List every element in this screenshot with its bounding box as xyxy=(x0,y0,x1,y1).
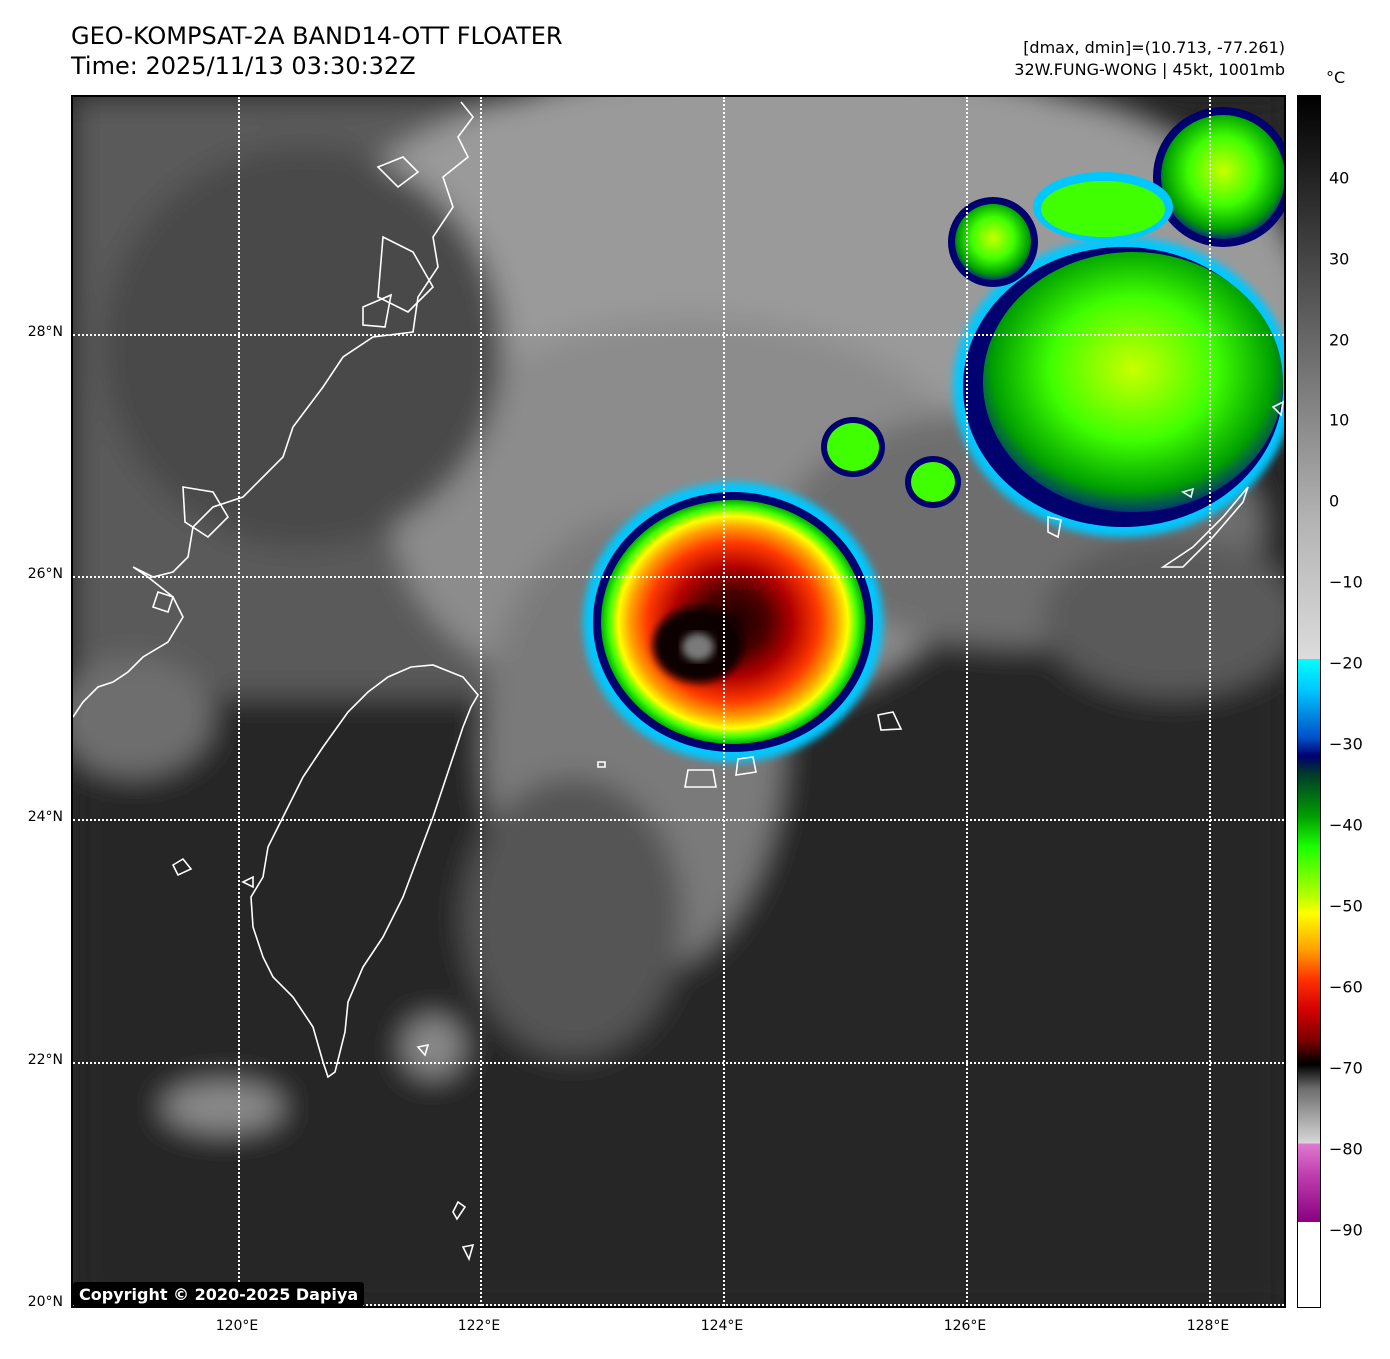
gridline-122e xyxy=(480,97,482,1306)
coastlines xyxy=(73,101,1284,1262)
gridline-124e xyxy=(723,97,725,1306)
colorbar-tick-label: −30 xyxy=(1329,734,1363,754)
gridline-126e xyxy=(966,97,968,1306)
stats-label: [dmax, dmin]=(10.713, -77.261) xyxy=(1023,38,1285,57)
colorbar-unit: °C xyxy=(1326,68,1346,87)
gridline-128e xyxy=(1209,97,1211,1306)
colorbar-tick-label: 40 xyxy=(1329,168,1350,188)
lon-label: 124°E xyxy=(700,1318,744,1334)
colorbar-tick-label: −40 xyxy=(1329,815,1363,835)
storm-convection xyxy=(583,417,961,762)
lat-label: 24°N xyxy=(27,809,63,825)
colorbar-tick-label: 30 xyxy=(1329,249,1350,269)
ryukyu-coastline xyxy=(1160,486,1249,568)
gridline-20n xyxy=(73,1304,1284,1306)
gridline-22n xyxy=(73,1062,1284,1064)
colorbar-tick-label: −70 xyxy=(1329,1058,1363,1078)
lon-label: 126°E xyxy=(943,1318,987,1334)
gridline-24n xyxy=(73,819,1284,821)
colorbar-tick-label: −50 xyxy=(1329,896,1363,916)
colorbar-tick-label: −60 xyxy=(1329,977,1363,997)
lat-label: 26°N xyxy=(27,566,63,582)
map-imagery xyxy=(73,97,1284,1306)
lat-label: 28°N xyxy=(27,324,63,340)
timestamp: Time: 2025/11/13 03:30:32Z xyxy=(71,52,416,80)
ne-convection xyxy=(948,107,1284,537)
colorbar-tick-label: −20 xyxy=(1329,653,1363,673)
colorbar-tick-label: −80 xyxy=(1329,1139,1363,1159)
colorbar-tick-label: −90 xyxy=(1329,1220,1363,1240)
storm-label: 32W.FUNG-WONG | 45kt, 1001mb xyxy=(1014,60,1285,79)
colorbar-tick-label: 10 xyxy=(1329,410,1350,430)
lon-label: 128°E xyxy=(1186,1318,1230,1334)
lat-label: 20°N xyxy=(27,1294,63,1310)
lat-label: 22°N xyxy=(27,1052,63,1068)
lon-label: 120°E xyxy=(215,1318,259,1334)
taiwan-coastline xyxy=(250,664,479,1079)
gridline-120e xyxy=(238,97,240,1306)
gridline-26n xyxy=(73,576,1284,578)
lon-label: 122°E xyxy=(457,1318,501,1334)
colorbar-tick-label: 0 xyxy=(1329,491,1340,511)
colorbar xyxy=(1297,95,1321,1308)
copyright-badge: Copyright © 2020-2025 Dapiya xyxy=(73,1282,365,1307)
chart-title: GEO-KOMPSAT-2A BAND14-OTT FLOATER xyxy=(71,22,563,50)
gridline-28n xyxy=(73,334,1284,336)
colorbar-tick-label: 20 xyxy=(1329,330,1350,350)
satellite-map xyxy=(71,95,1286,1308)
colorbar-tick-label: −10 xyxy=(1329,572,1363,592)
